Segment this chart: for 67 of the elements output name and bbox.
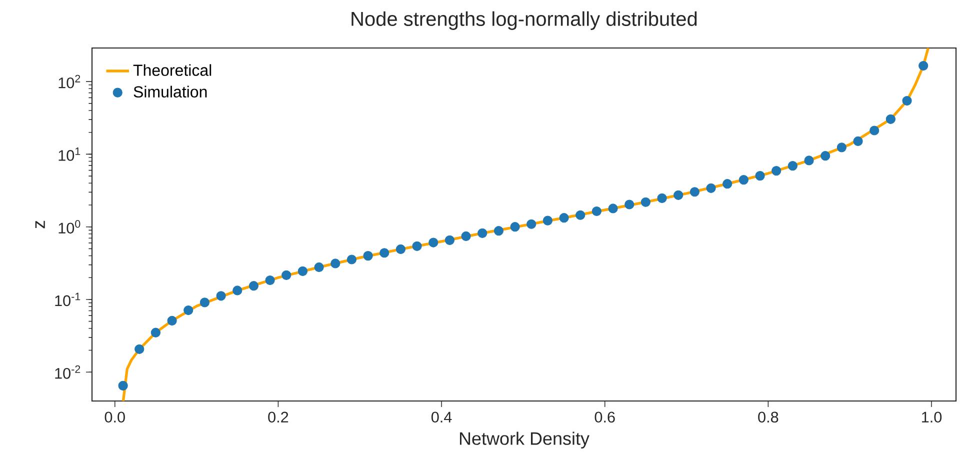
x-tick-label: 0.0	[104, 412, 125, 423]
x-tick-label: 1.0	[922, 412, 942, 423]
point	[150, 328, 161, 338]
point	[184, 305, 194, 316]
point	[836, 142, 846, 152]
point	[788, 161, 798, 171]
point	[330, 258, 340, 268]
legend-label: Simulation	[134, 86, 207, 98]
y-tick-label: 10$^{1}$	[58, 148, 80, 161]
x-tick-label: 0.2	[268, 412, 288, 423]
point	[118, 380, 128, 390]
point	[216, 291, 226, 301]
point	[608, 204, 618, 214]
point	[428, 238, 438, 248]
point	[772, 166, 782, 176]
point	[722, 179, 732, 189]
point	[804, 156, 814, 166]
y-tick-label: 10$^{-2}$	[55, 365, 80, 379]
point	[576, 210, 586, 220]
point	[298, 266, 308, 276]
point	[853, 136, 863, 146]
point	[657, 193, 667, 203]
point	[690, 187, 700, 197]
y-axis-title: z	[35, 220, 45, 228]
chart-title: Node strengths log-normally distributed	[352, 11, 697, 30]
point	[396, 244, 406, 254]
y-tick-label: 10$^{0}$	[58, 220, 80, 234]
legend-label: Theoretical	[133, 64, 212, 76]
point	[282, 270, 292, 280]
point	[526, 219, 536, 229]
point	[200, 298, 210, 308]
point	[640, 197, 650, 207]
x-tick-label: 0.4	[431, 412, 452, 423]
point	[314, 262, 324, 272]
point	[674, 190, 684, 200]
point	[265, 275, 275, 286]
point	[232, 286, 242, 296]
point	[380, 248, 390, 258]
point	[820, 151, 830, 161]
x-axis-title: Network Density	[460, 432, 590, 449]
point	[542, 216, 552, 226]
point	[624, 200, 634, 210]
point	[167, 316, 177, 326]
point	[902, 96, 912, 106]
point	[738, 175, 748, 185]
point	[918, 60, 928, 71]
x-tick-label: 0.6	[594, 412, 615, 423]
point	[444, 235, 454, 245]
point	[412, 241, 422, 251]
point	[478, 228, 488, 238]
point	[363, 251, 373, 261]
point	[755, 171, 765, 181]
point	[494, 226, 504, 236]
point	[706, 183, 716, 193]
y-tick-label: 10$^{2}$	[58, 74, 80, 88]
point	[592, 206, 602, 216]
point	[559, 213, 569, 223]
point	[870, 126, 880, 136]
line-series	[122, 48, 930, 401]
point	[346, 254, 356, 264]
point	[248, 281, 259, 291]
point	[510, 222, 520, 232]
x-tick-label: 0.8	[758, 412, 778, 423]
point	[886, 114, 896, 124]
point	[134, 344, 144, 354]
y-tick-label: 10$^{-1}$	[55, 292, 80, 306]
point	[461, 231, 471, 242]
